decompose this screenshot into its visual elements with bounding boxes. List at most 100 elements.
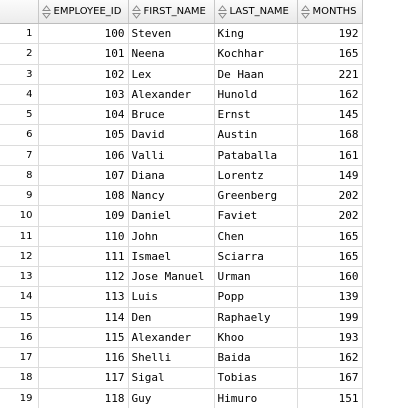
cell-months[interactable]: 167 [297, 367, 363, 389]
table-row[interactable]: 5 104 Bruce Ernst 145 [0, 104, 401, 126]
cell-last-name[interactable]: Chen [214, 226, 298, 247]
table-row[interactable]: 15 114 Den Raphaely 199 [0, 307, 401, 328]
cell-last-name[interactable]: Raphaely [214, 307, 298, 328]
cell-employee-id[interactable]: 105 [38, 124, 129, 146]
cell-employee-id[interactable]: 112 [38, 266, 129, 288]
table-row[interactable]: 2 101 Neena Kochhar 165 [0, 43, 401, 65]
column-header-months[interactable]: MONTHS [297, 0, 363, 24]
cell-last-name[interactable]: Baida [214, 347, 298, 369]
cell-employee-id[interactable]: 118 [38, 388, 129, 408]
cell-months[interactable]: 192 [297, 23, 363, 45]
cell-employee-id[interactable]: 103 [38, 84, 129, 106]
table-row[interactable]: 11 110 John Chen 165 [0, 226, 401, 247]
cell-first-name[interactable]: Sigal [128, 367, 215, 389]
cell-employee-id[interactable]: 113 [38, 286, 129, 308]
cell-months[interactable]: 149 [297, 165, 363, 187]
cell-first-name[interactable]: Valli [128, 145, 215, 166]
cell-first-name[interactable]: Jose Manuel [128, 266, 215, 288]
table-row[interactable]: 10 109 Daniel Faviet 202 [0, 205, 401, 227]
cell-months[interactable]: 202 [297, 185, 363, 207]
cell-first-name[interactable]: Alexander [128, 327, 215, 349]
table-row[interactable]: 8 107 Diana Lorentz 149 [0, 165, 401, 187]
cell-first-name[interactable]: Alexander [128, 84, 215, 106]
cell-employee-id[interactable]: 101 [38, 43, 129, 65]
cell-last-name[interactable]: Pataballa [214, 145, 298, 166]
table-row[interactable]: 12 111 Ismael Sciarra 165 [0, 246, 401, 268]
cell-months[interactable]: 162 [297, 84, 363, 106]
cell-employee-id[interactable]: 115 [38, 327, 129, 349]
cell-last-name[interactable]: Ernst [214, 104, 298, 126]
table-row[interactable]: 3 102 Lex De Haan 221 [0, 64, 401, 85]
cell-employee-id[interactable]: 104 [38, 104, 129, 126]
cell-first-name[interactable]: Ismael [128, 246, 215, 268]
table-row[interactable]: 13 112 Jose Manuel Urman 160 [0, 266, 401, 288]
cell-months[interactable]: 160 [297, 266, 363, 288]
cell-first-name[interactable]: Den [128, 307, 215, 328]
table-row[interactable]: 1 100 Steven King 192 [0, 23, 401, 45]
cell-last-name[interactable]: Sciarra [214, 246, 298, 268]
cell-employee-id[interactable]: 108 [38, 185, 129, 207]
cell-employee-id[interactable]: 106 [38, 145, 129, 166]
sort-icon[interactable] [131, 4, 141, 19]
cell-months[interactable]: 165 [297, 43, 363, 65]
cell-last-name[interactable]: Kochhar [214, 43, 298, 65]
cell-last-name[interactable]: De Haan [214, 64, 298, 85]
cell-months[interactable]: 202 [297, 205, 363, 227]
cell-employee-id[interactable]: 110 [38, 226, 129, 247]
column-header-last-name[interactable]: LAST_NAME [214, 0, 298, 24]
cell-first-name[interactable]: Bruce [128, 104, 215, 126]
cell-employee-id[interactable]: 109 [38, 205, 129, 227]
cell-employee-id[interactable]: 107 [38, 165, 129, 187]
table-row[interactable]: 7 106 Valli Pataballa 161 [0, 145, 401, 166]
cell-months[interactable]: 168 [297, 124, 363, 146]
corner-header[interactable] [0, 0, 39, 24]
table-row[interactable]: 14 113 Luis Popp 139 [0, 286, 401, 308]
cell-employee-id[interactable]: 100 [38, 23, 129, 45]
table-row[interactable]: 17 116 Shelli Baida 162 [0, 347, 401, 369]
table-row[interactable]: 9 108 Nancy Greenberg 202 [0, 185, 401, 207]
cell-first-name[interactable]: Diana [128, 165, 215, 187]
column-header-employee-id[interactable]: EMPLOYEE_ID [38, 0, 129, 24]
cell-last-name[interactable]: Himuro [214, 388, 298, 408]
cell-months[interactable]: 151 [297, 388, 363, 408]
cell-last-name[interactable]: Faviet [214, 205, 298, 227]
cell-months[interactable]: 165 [297, 226, 363, 247]
column-header-first-name[interactable]: FIRST_NAME [128, 0, 215, 24]
table-row[interactable]: 16 115 Alexander Khoo 193 [0, 327, 401, 349]
cell-months[interactable]: 161 [297, 145, 363, 166]
cell-employee-id[interactable]: 116 [38, 347, 129, 369]
cell-months[interactable]: 199 [297, 307, 363, 328]
table-row[interactable]: 4 103 Alexander Hunold 162 [0, 84, 401, 106]
cell-last-name[interactable]: Urman [214, 266, 298, 288]
cell-first-name[interactable]: Nancy [128, 185, 215, 207]
cell-first-name[interactable]: David [128, 124, 215, 146]
cell-employee-id[interactable]: 102 [38, 64, 129, 85]
table-row[interactable]: 6 105 David Austin 168 [0, 124, 401, 146]
cell-employee-id[interactable]: 117 [38, 367, 129, 389]
sort-icon[interactable] [217, 4, 227, 19]
cell-months[interactable]: 221 [297, 64, 363, 85]
cell-months[interactable]: 145 [297, 104, 363, 126]
sort-icon[interactable] [41, 4, 51, 19]
cell-first-name[interactable]: Guy [128, 388, 215, 408]
cell-employee-id[interactable]: 111 [38, 246, 129, 268]
cell-last-name[interactable]: Popp [214, 286, 298, 308]
sort-icon[interactable] [300, 4, 310, 19]
cell-first-name[interactable]: John [128, 226, 215, 247]
cell-first-name[interactable]: Lex [128, 64, 215, 85]
table-row[interactable]: 19 118 Guy Himuro 151 [0, 388, 401, 408]
cell-last-name[interactable]: Lorentz [214, 165, 298, 187]
cell-last-name[interactable]: Hunold [214, 84, 298, 106]
cell-first-name[interactable]: Steven [128, 23, 215, 45]
cell-last-name[interactable]: Khoo [214, 327, 298, 349]
cell-months[interactable]: 193 [297, 327, 363, 349]
cell-last-name[interactable]: Tobias [214, 367, 298, 389]
cell-last-name[interactable]: Greenberg [214, 185, 298, 207]
cell-months[interactable]: 165 [297, 246, 363, 268]
cell-months[interactable]: 139 [297, 286, 363, 308]
cell-first-name[interactable]: Luis [128, 286, 215, 308]
cell-months[interactable]: 162 [297, 347, 363, 369]
cell-first-name[interactable]: Daniel [128, 205, 215, 227]
cell-first-name[interactable]: Neena [128, 43, 215, 65]
cell-last-name[interactable]: Austin [214, 124, 298, 146]
